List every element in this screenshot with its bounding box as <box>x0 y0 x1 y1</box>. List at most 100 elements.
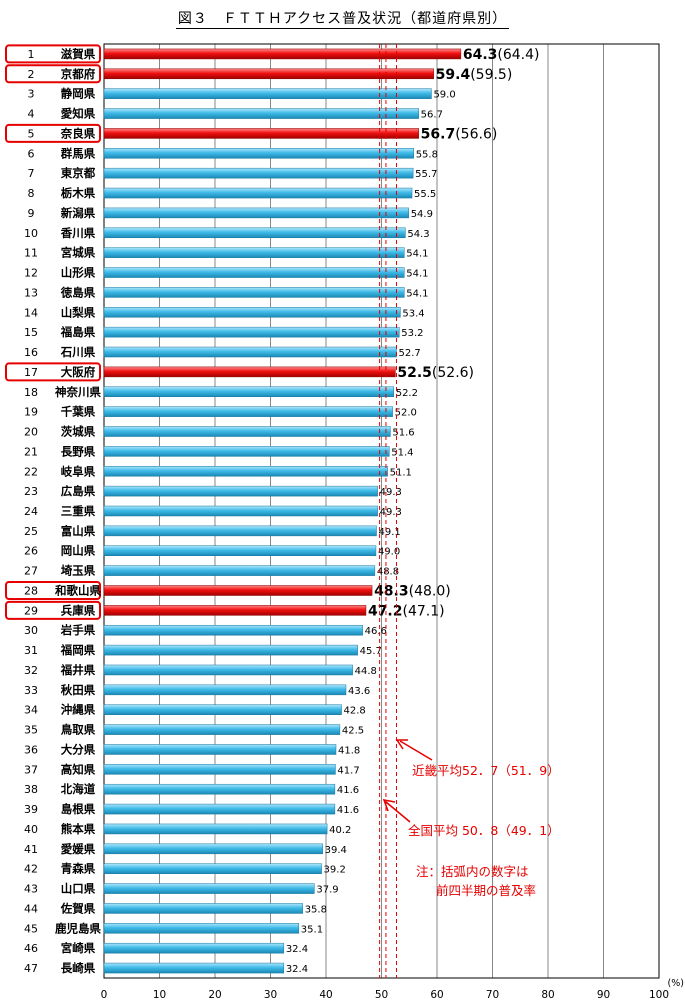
category-label: 熊本県 <box>61 822 96 836</box>
rank-label: 30 <box>24 624 38 637</box>
bar-山形県 <box>103 267 405 278</box>
category-label: 山形県 <box>61 266 96 280</box>
value-label: 43.6 <box>348 686 370 697</box>
category-label: 高知県 <box>61 762 96 776</box>
rank-label: 33 <box>24 684 38 697</box>
bar-埼玉県 <box>103 565 376 576</box>
value-label: 52.2 <box>396 388 418 399</box>
category-label: 鹿児島県 <box>55 921 101 935</box>
value-label: 49.1 <box>379 527 401 538</box>
bar-神奈川県 <box>103 386 394 398</box>
x-tick-label: 0 <box>101 989 108 1001</box>
rank-label: 5 <box>28 127 35 140</box>
rank-label: 25 <box>24 525 38 538</box>
value-label: 51.6 <box>392 428 414 439</box>
bar-山口県 <box>103 883 315 894</box>
rank-label: 32 <box>24 664 38 677</box>
x-tick-label: 80 <box>541 989 554 1001</box>
value-label: 41.6 <box>337 785 359 796</box>
category-label: 福島県 <box>60 325 96 339</box>
value-label: 41.7 <box>337 765 359 776</box>
national-average-label: 全国平均 50．8（49．1） <box>408 823 560 838</box>
value-label: 49.0 <box>378 547 400 558</box>
bar-福井県 <box>103 664 353 676</box>
bar-静岡県 <box>103 88 432 99</box>
bar-東京都 <box>103 167 414 179</box>
x-tick-label: 90 <box>597 989 610 1001</box>
category-label: 新潟県 <box>61 206 96 220</box>
bar-滋賀県 <box>103 48 462 60</box>
value-label: 52.0 <box>395 408 417 419</box>
rank-label: 45 <box>24 922 38 935</box>
bar-福岡県 <box>103 644 358 656</box>
x-tick-label: 100 <box>649 989 669 1001</box>
value-label: 54.1 <box>406 288 428 299</box>
value-previous: (47.1) <box>403 603 445 619</box>
rank-label: 34 <box>24 704 38 717</box>
rank-label: 22 <box>24 465 38 478</box>
value-previous: (52.6) <box>432 365 474 381</box>
category-label: 岐阜県 <box>61 464 96 478</box>
category-label: 岡山県 <box>61 544 96 558</box>
rank-label: 31 <box>24 644 38 657</box>
category-label: 長野県 <box>61 444 96 458</box>
category-label: 山口県 <box>61 882 96 896</box>
rank-label: 26 <box>24 545 38 558</box>
bar-徳島県 <box>103 287 405 298</box>
category-label: 長崎県 <box>61 961 96 975</box>
bar-鹿児島県 <box>103 923 300 934</box>
rank-label: 14 <box>24 306 38 319</box>
category-label: 埼玉県 <box>61 564 96 578</box>
value-label: 49.3 <box>380 507 402 518</box>
chart-title-text: 図３ ＦＴＴＨアクセス普及状況（都道府県別） <box>175 11 510 29</box>
highlight-box <box>5 64 101 84</box>
category-label: 大分県 <box>61 742 96 756</box>
x-axis: 0 10 20 30 40 50 60 70 80 90 100(%) <box>101 978 684 1001</box>
bar-新潟県 <box>103 207 409 219</box>
rank-label: 17 <box>24 366 38 379</box>
value-previous: (48.0) <box>409 583 451 599</box>
value-label: 64.3(64.4) <box>463 47 540 63</box>
bar-千葉県 <box>103 406 393 417</box>
category-label: 香川県 <box>60 226 96 240</box>
rank-label: 40 <box>24 823 38 836</box>
category-label: 茨城県 <box>61 425 96 439</box>
bar-宮城県 <box>103 247 405 258</box>
rank-label: 28 <box>24 584 38 597</box>
value-label: 56.7 <box>421 110 443 121</box>
bar-高知県 <box>103 764 336 775</box>
category-label: 青森県 <box>61 862 96 876</box>
category-label: 京都府 <box>61 67 96 81</box>
value-label: 40.2 <box>329 825 351 836</box>
bars <box>103 48 462 974</box>
value-label: 35.8 <box>305 904 327 915</box>
bar-長崎県 <box>103 962 285 974</box>
bar-青森県 <box>103 863 322 874</box>
x-tick-label: 70 <box>486 989 499 1001</box>
value-current: 48.3 <box>374 583 409 599</box>
rank-label: 42 <box>24 863 38 876</box>
category-label: 大阪府 <box>61 365 96 379</box>
rank-label: 21 <box>24 445 38 458</box>
note-line-2: 前四半期の普及率 <box>436 883 536 898</box>
rank-label: 38 <box>24 783 38 796</box>
value-label: 48.8 <box>377 567 399 578</box>
category-label: 福井県 <box>60 663 96 677</box>
value-label: 32.4 <box>286 944 308 955</box>
rank-label: 8 <box>28 187 35 200</box>
rank-label: 1 <box>28 48 35 61</box>
rank-label: 29 <box>24 604 38 617</box>
rank-label: 2 <box>28 68 35 81</box>
kinki-arrowhead <box>395 739 408 750</box>
bar-和歌山県 <box>103 585 373 596</box>
chart-title: 図３ ＦＴＴＨアクセス普及状況（都道府県別） <box>0 8 685 29</box>
value-label: 41.6 <box>337 805 359 816</box>
value-label: 48.3(48.0) <box>374 583 451 599</box>
bar-奈良県 <box>103 128 419 139</box>
bar-岩手県 <box>103 624 363 636</box>
national-arrow <box>385 801 411 823</box>
bar-佐賀県 <box>103 903 303 914</box>
value-label: 54.1 <box>406 269 428 280</box>
bar-秋田県 <box>103 684 347 696</box>
category-label: 千葉県 <box>61 405 96 419</box>
